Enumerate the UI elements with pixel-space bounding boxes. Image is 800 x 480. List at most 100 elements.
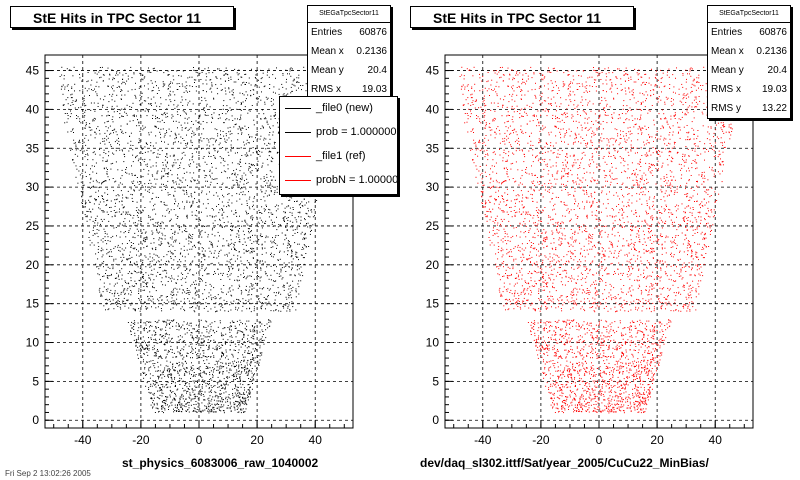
scatter-point [88,126,90,128]
scatter-point [270,310,272,312]
scatter-point [211,215,213,217]
scatter-point [95,118,96,120]
scatter-point [162,284,164,286]
scatter-point [143,77,145,79]
scatter-point [310,195,312,196]
scatter-point [122,150,123,152]
scatter-point [160,243,162,245]
scatter-point [191,374,192,376]
scatter-point [72,129,73,131]
scatter-point [183,367,185,369]
scatter-point [104,232,106,234]
scatter-point [136,215,138,217]
scatter-point [155,290,157,292]
scatter-point [182,201,183,203]
scatter-point [186,85,188,87]
scatter-point [127,190,129,192]
scatter-point [191,362,192,364]
scatter-point [223,100,225,102]
scatter-point [238,236,240,238]
scatter-point [83,103,85,105]
scatter-point [106,200,108,202]
scatter-point [97,251,99,253]
scatter-point [261,206,263,208]
scatter-point [300,85,302,86]
scatter-point [210,241,212,243]
scatter-point [188,294,190,295]
scatter-point [121,83,123,85]
scatter-point [82,190,84,192]
scatter-point [232,120,234,121]
scatter-point [157,149,159,151]
scatter-point [127,142,129,144]
scatter-point [213,274,214,275]
scatter-point [211,411,213,413]
scatter-point [291,90,293,92]
scatter-point [171,337,173,339]
scatter-point [187,401,189,403]
scatter-point [261,323,263,325]
scatter-point [148,349,150,351]
scatter-point [212,376,214,378]
scatter-point [120,129,122,131]
scatter-point [289,70,291,72]
scatter-point [253,93,255,95]
scatter-point [206,138,208,140]
scatter-point [169,373,171,375]
scatter-point [200,341,202,343]
scatter-point [227,168,229,170]
scatter-point [196,127,198,129]
scatter-point [227,339,229,341]
scatter-point [144,255,146,257]
scatter-point [112,121,114,123]
scatter-point [237,220,239,222]
scatter-point [257,259,259,261]
scatter-point [245,100,246,102]
scatter-point [156,85,157,87]
scatter-point [273,86,275,88]
scatter-point [255,267,257,268]
scatter-point [296,81,297,83]
scatter-point [199,232,201,234]
scatter-point [98,187,100,189]
scatter-point [145,186,146,188]
scatter-point [313,209,315,211]
scatter-point [235,400,236,402]
scatter-point [136,283,137,285]
scatter-point [105,225,107,227]
scatter-point [201,100,203,102]
scatter-point [276,305,278,307]
scatter-point [210,326,212,328]
scatter-point [198,324,200,326]
scatter-point [234,242,236,243]
scatter-point [156,171,158,173]
scatter-point [136,349,138,351]
scatter-point [161,295,163,297]
scatter-point [90,211,92,213]
scatter-point [255,168,257,169]
scatter-point [261,236,263,237]
scatter-point [178,410,180,412]
scatter-point [94,222,96,224]
scatter-point [155,342,157,344]
scatter-point [144,363,146,365]
scatter-point [168,88,169,90]
scatter-point [160,103,162,105]
scatter-point [219,198,220,200]
scatter-point [179,86,181,87]
scatter-point [168,373,170,375]
scatter-point [194,298,196,300]
scatter-point [169,99,171,101]
scatter-point [158,244,160,246]
scatter-point [94,131,96,133]
scatter-point [249,392,251,394]
scatter-point [240,331,242,332]
scatter-point [271,255,273,257]
scatter-point [161,341,162,343]
scatter-point [212,246,214,248]
scatter-point [210,409,212,411]
scatter-point [86,210,88,212]
scatter-point [220,297,222,299]
scatter-point [257,360,259,362]
scatter-point [139,280,141,282]
